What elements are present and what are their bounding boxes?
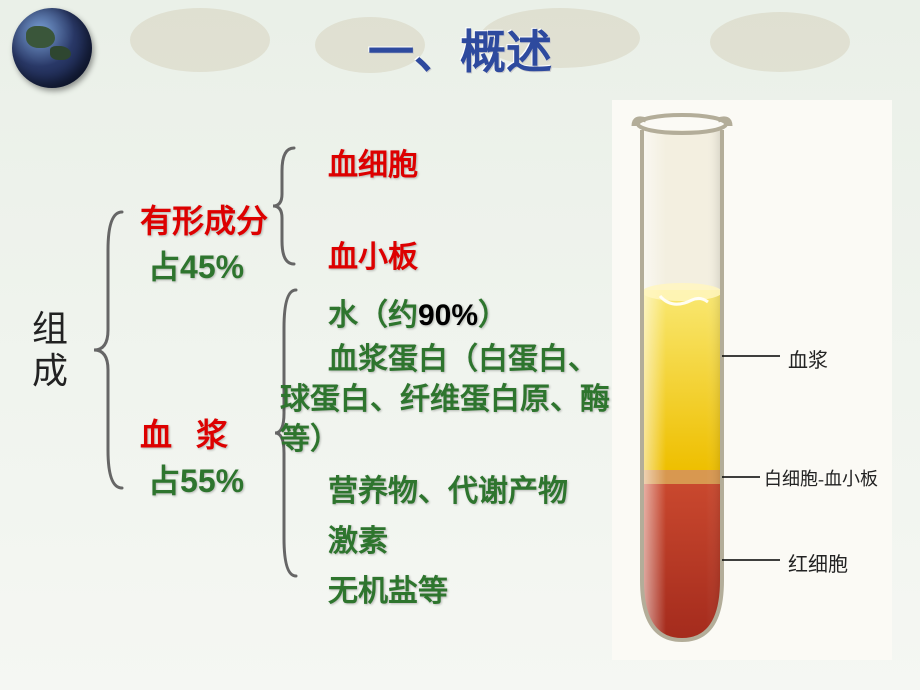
item-platelets: 血小板 [280, 232, 610, 276]
composition-label: 组 成 [32, 308, 68, 392]
test-tube-svg [612, 100, 892, 660]
plasma-percent: 占55% [140, 456, 244, 502]
tube-label-buffy: 白细胞-血小板 [764, 465, 878, 491]
brace-main [90, 210, 130, 490]
comp-char1: 组 [32, 308, 68, 350]
category-cells: 有形成分 占45% [140, 196, 268, 288]
cells-items: 血细胞 血小板 [280, 140, 610, 282]
category-plasma: 血 浆 占55% [140, 410, 244, 502]
item-water: 水（约90%） [280, 290, 610, 334]
item-protein: 血浆蛋白（白蛋白、球蛋白、纤维蛋白原、酶等） [280, 340, 610, 460]
title-text: 一、概述 [368, 27, 552, 78]
item-salts: 无机盐等 [280, 566, 610, 610]
comp-char2: 成 [32, 350, 68, 392]
globe-icon [12, 8, 92, 88]
plasma-items: 水（约90%） 血浆蛋白（白蛋白、球蛋白、纤维蛋白原、酶等） 营养物、代谢产物 … [280, 290, 610, 616]
slide-title: 一、概述 [368, 16, 552, 82]
item-nutrients: 营养物、代谢产物 [280, 466, 610, 510]
tube-label-plasma: 血浆 [788, 344, 828, 373]
item-hormone: 激素 [280, 516, 610, 560]
test-tube-figure: 血浆 白细胞-血小板 红细胞 [612, 100, 892, 660]
item-blood-cells: 血细胞 [280, 140, 610, 184]
tube-label-rbc: 红细胞 [788, 548, 848, 577]
plasma-name: 血 浆 [140, 410, 244, 456]
content-area: 组 成 有形成分 占45% 血细胞 血小板 血 浆 占55% 水（约90%） 血… [0, 110, 920, 670]
cells-name: 有形成分 [140, 196, 268, 242]
cells-percent: 占45% [140, 242, 268, 288]
